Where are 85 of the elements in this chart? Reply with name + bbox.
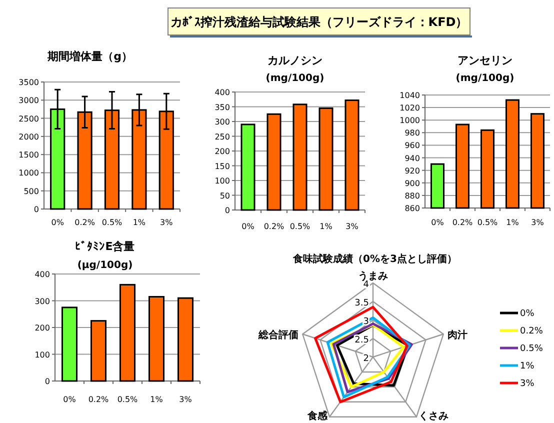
y-tick-label: 150: [214, 162, 230, 171]
y-tick-label: 1000: [18, 168, 39, 178]
legend-label: 0%: [520, 309, 535, 319]
y-tick-label: 0: [34, 205, 39, 214]
chart-title: カルノシン: [268, 54, 322, 67]
chart-subtitle: (µg/100g): [77, 260, 133, 271]
legend-label: 3%: [520, 379, 535, 389]
x-tick-label: 0.2%: [74, 218, 96, 227]
bar: [344, 100, 360, 211]
chart-title: 食味試験成績（0%を3点とし評価）: [292, 253, 457, 265]
y-tick-label: 1040: [400, 91, 420, 100]
x-tick-label: 3%: [160, 218, 174, 227]
chart-subtitle: (mg/100g): [456, 73, 514, 84]
x-tick-label: 1%: [150, 395, 164, 404]
x-tick-label: 0%: [51, 218, 64, 227]
y-tick-label: 200: [214, 147, 230, 156]
spoke-label: 肉汁: [447, 329, 468, 342]
spoke-label: 総合評価: [258, 329, 299, 342]
y-tick-label: 3000: [18, 96, 39, 106]
y-tick-label: 960: [404, 141, 420, 150]
legend-label: 0.2%: [520, 326, 544, 336]
y-tick-label: 900: [404, 178, 420, 188]
y-tick-label: 0: [44, 377, 50, 386]
legend-label: 0.5%: [520, 344, 544, 354]
y-tick-label: 2500: [18, 114, 39, 124]
x-tick-label: 0%: [63, 395, 76, 404]
x-tick-label: 0.2%: [264, 222, 285, 231]
y-tick-label: 2000: [18, 132, 39, 142]
y-tick-label: 500: [24, 186, 39, 196]
y-tick-label: 50: [220, 191, 230, 200]
y-tick-label: 880: [404, 191, 420, 200]
x-tick-label: 0%: [242, 222, 255, 231]
y-tick-label: 0: [224, 206, 230, 215]
bar: [148, 296, 164, 382]
y-tick-label: 1000: [400, 116, 420, 126]
x-tick-label: 0%: [431, 218, 444, 227]
x-tick-label: 3%: [531, 218, 544, 227]
bar: [62, 306, 78, 382]
chart-title: ﾋﾞﾀﾐﾝE含量: [75, 240, 135, 253]
y-tick-label: 1500: [18, 150, 39, 160]
bar: [120, 284, 136, 382]
x-tick-label: 3%: [179, 395, 192, 404]
y-tick-label: 200: [34, 324, 50, 332]
x-tick-label: 1%: [320, 222, 333, 231]
bar: [90, 320, 106, 382]
y-tick-label: 3500: [18, 78, 39, 87]
x-tick-label: 0.2%: [452, 218, 474, 227]
spoke-label: 食感: [306, 410, 329, 422]
chart-title: アンセリン: [458, 54, 512, 67]
x-tick-label: 0.5%: [117, 395, 138, 404]
y-tick-label: 3.5: [354, 298, 369, 308]
y-tick-label: 860: [404, 204, 420, 213]
bar: [292, 104, 308, 211]
x-tick-label: 0.2%: [88, 395, 110, 404]
bar: [266, 113, 282, 211]
x-tick-label: 1%: [132, 218, 146, 227]
x-tick-label: 1%: [506, 218, 520, 227]
y-tick-label: 4: [363, 280, 370, 290]
y-tick-label: 1020: [400, 104, 420, 113]
y-tick-label: 300: [34, 296, 50, 306]
legend-label: 1%: [520, 362, 535, 372]
y-tick-label: 940: [404, 154, 420, 163]
text: カﾎﾞｽ搾汁残渣給与試験結果（フリーズドライ：KFD）: [170, 15, 468, 29]
y-tick-label: 980: [404, 128, 420, 138]
y-tick-label: 300: [214, 118, 230, 126]
y-tick-label: 350: [214, 102, 230, 112]
spoke-label: くさみ: [418, 410, 448, 422]
chart-subtitle: (mg/100g): [266, 73, 324, 84]
y-tick-label: 2: [363, 354, 369, 364]
bar: [318, 107, 334, 211]
y-tick-label: 2.5: [354, 336, 369, 346]
y-tick-label: 250: [214, 132, 230, 142]
y-tick-label: 100: [214, 176, 230, 186]
chart-title: 期間増体量（g）: [46, 50, 132, 63]
bar: [178, 297, 194, 382]
y-tick-label: 920: [404, 166, 420, 176]
x-tick-label: 0.5%: [290, 222, 311, 231]
bar: [240, 124, 256, 211]
x-tick-label: 3%: [346, 222, 359, 231]
spoke-label: うまみ: [358, 271, 388, 282]
x-tick-label: 0.5%: [477, 218, 498, 227]
y-tick-label: 400: [34, 270, 50, 279]
y-tick-label: 400: [214, 88, 230, 97]
x-tick-label: 0.5%: [102, 218, 123, 227]
y-tick-label: 100: [34, 350, 50, 360]
